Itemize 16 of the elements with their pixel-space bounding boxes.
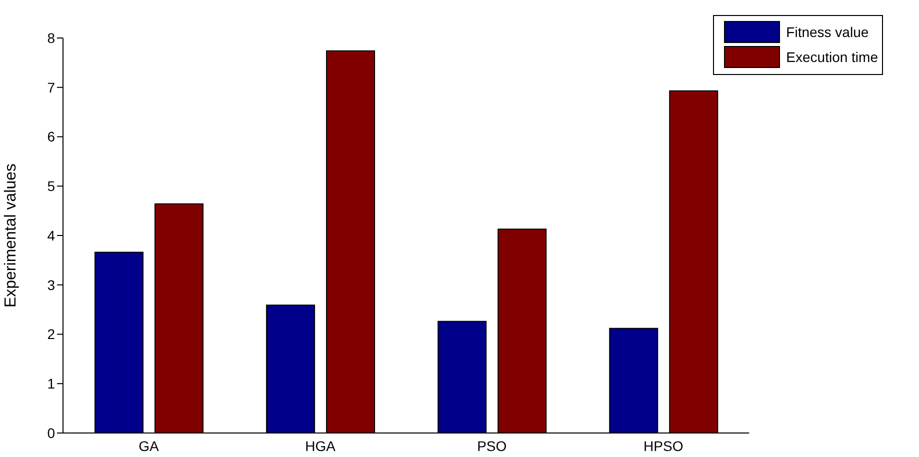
y-tick-label: 5: [47, 178, 56, 194]
x-tick-label: GA: [138, 438, 160, 454]
y-tick-label: 7: [47, 79, 56, 96]
y-tick-label: 6: [47, 128, 56, 145]
x-tick-label: HPSO: [644, 438, 684, 454]
y-tick-label: 8: [47, 30, 56, 46]
y-tick-label: 2: [47, 326, 56, 342]
legend-label: Execution time: [786, 49, 878, 65]
y-tick-label: 4: [47, 227, 56, 244]
legend-label: Fitness value: [786, 24, 869, 40]
x-tick-label: PSO: [477, 438, 507, 454]
y-axis-title: Experimental values: [2, 163, 20, 308]
y-tick-label: 1: [47, 376, 56, 392]
y-tick-label: 3: [47, 276, 56, 293]
y-tick-label: 0: [47, 424, 56, 441]
x-tick-label: HGA: [305, 438, 336, 454]
